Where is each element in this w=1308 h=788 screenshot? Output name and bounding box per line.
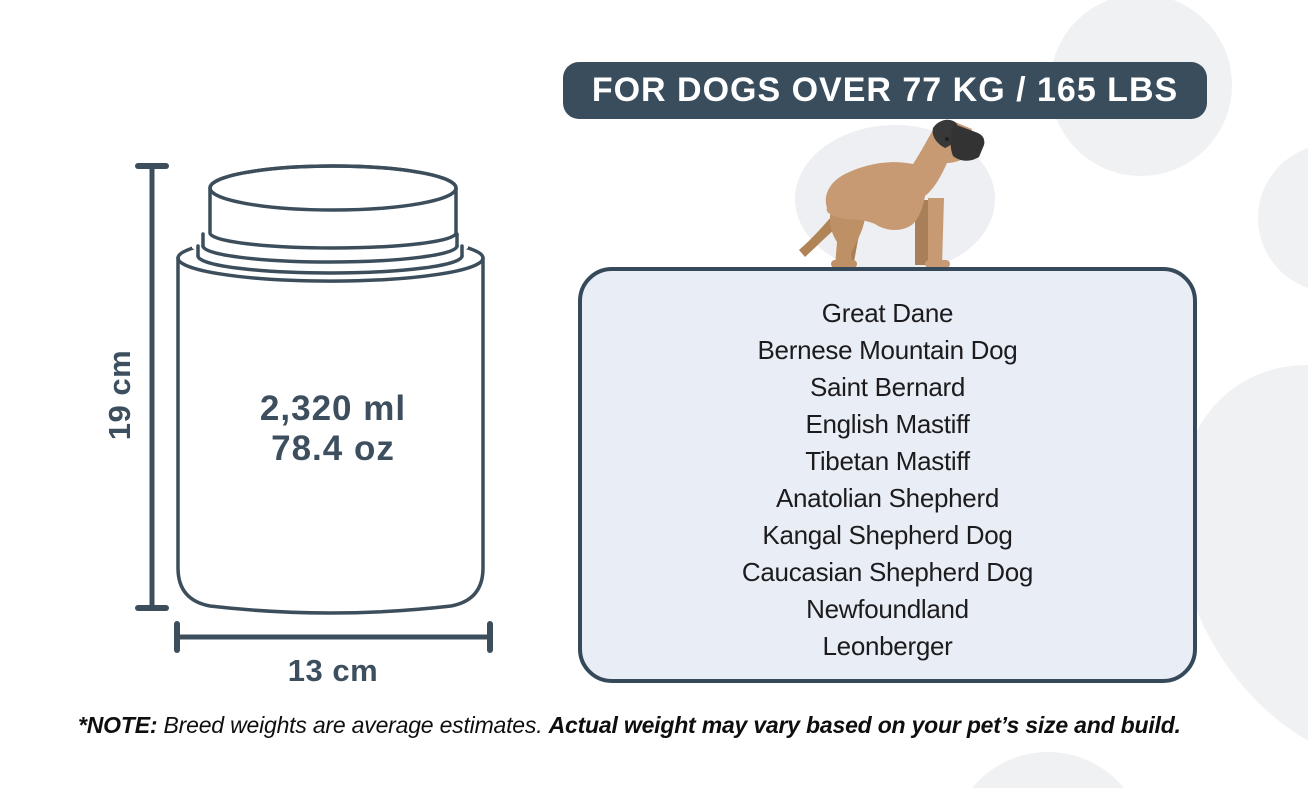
container-width-label: 13 cm xyxy=(288,653,378,688)
breed-list-panel: Great Dane Bernese Mountain Dog Saint Be… xyxy=(578,267,1197,683)
container-height-label: 19 cm xyxy=(102,350,137,440)
breed-list-item: Bernese Mountain Dog xyxy=(757,335,1018,365)
footnote: *NOTE: Breed weights are average estimat… xyxy=(78,712,1248,739)
footnote-regular-text: Breed weights are average estimates. xyxy=(163,712,549,738)
dog-front-foot xyxy=(925,260,950,268)
jar-body xyxy=(176,233,485,615)
paw-toe-circle xyxy=(1258,148,1308,288)
dog-rear-foot xyxy=(831,260,857,268)
breed-list-item: Great Dane xyxy=(821,298,954,328)
dog-front-near-leg xyxy=(928,198,944,266)
height-dimension-line xyxy=(135,163,169,611)
breed-list-item: Newfoundland xyxy=(806,594,969,624)
dog-muzzle xyxy=(950,124,985,161)
paw-pad-shape xyxy=(1176,365,1308,765)
breed-list-item: Leonberger xyxy=(822,631,953,661)
container-volume-oz-label: 78.4 oz xyxy=(271,429,395,468)
jar-lid xyxy=(208,164,458,250)
footnote-bold-text: Actual weight may vary based on your pet… xyxy=(548,712,1181,738)
container-volume-ml-label: 2,320 ml xyxy=(260,389,406,428)
header-badge: FOR DOGS OVER 77 KG / 165 LBS xyxy=(563,62,1207,119)
breed-list-item: Tibetan Mastiff xyxy=(805,446,970,476)
breed-list-item: Kangal Shepherd Dog xyxy=(762,520,1013,550)
dog-body xyxy=(825,120,972,230)
header-badge-label: FOR DOGS OVER 77 KG / 165 LBS xyxy=(591,71,1179,109)
breed-list-item: English Mastiff xyxy=(805,409,970,439)
dog-eye xyxy=(945,137,949,141)
dog-front-far-leg xyxy=(915,200,930,265)
breed-list-item: Caucasian Shepherd Dog xyxy=(741,557,1034,587)
width-dimension-line xyxy=(174,621,493,653)
breed-list-item: Anatolian Shepherd xyxy=(775,483,999,513)
great-dane-illustration xyxy=(795,119,995,273)
breed-list-item: Saint Bernard xyxy=(809,372,966,402)
footnote-prefix: *NOTE: xyxy=(78,712,164,738)
paw-toe-circle xyxy=(972,752,1124,788)
food-container-illustration: 19 cm 2,320 ml 78.4 oz xyxy=(102,163,493,688)
